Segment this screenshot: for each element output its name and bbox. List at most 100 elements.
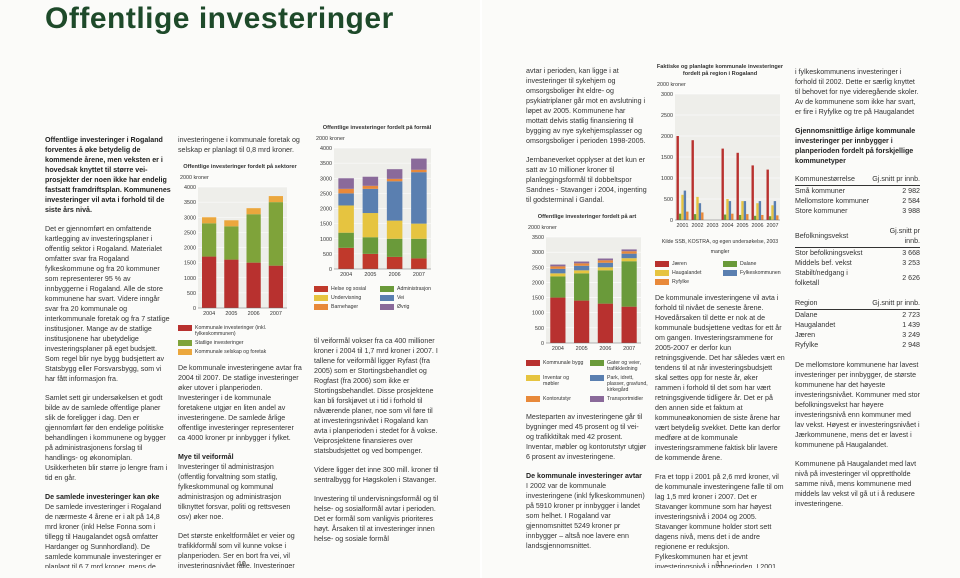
- y-tick-label: 3500: [532, 235, 544, 241]
- legend-item: Barnehager: [314, 304, 374, 310]
- cell: 2 948: [902, 341, 920, 349]
- legend: Kommunale bygg Gater og veier, trafikkled…: [526, 360, 648, 402]
- y-tick-label: 1000: [532, 311, 544, 317]
- legend-label: Inventar og møbler: [543, 375, 569, 387]
- chart-title: Offentlige investeringer fordelt på sekt…: [183, 164, 297, 170]
- bar: [771, 205, 774, 220]
- y-tick-label: 0: [541, 341, 544, 347]
- column: Offentlige investeringer i Rogaland forv…: [45, 135, 171, 568]
- x-tick-label: 2004: [340, 272, 352, 278]
- y-tick-label: 3000: [661, 92, 673, 98]
- paragraph: De mellomstore kommunene har lavest inve…: [795, 361, 920, 449]
- legend-swatch: [380, 295, 394, 301]
- table-row: Små kommuner 2 982: [795, 186, 920, 197]
- legend-swatch: [526, 360, 540, 366]
- chart-title: Offentlige investeringer fordelt på art: [537, 214, 637, 220]
- x-tick-label: 2006: [599, 346, 611, 352]
- bar: [768, 216, 772, 220]
- bar: [756, 203, 759, 220]
- y-tick-label: 0: [329, 267, 332, 273]
- legend-label: Dalane: [740, 261, 757, 267]
- legend-label: Barnehager: [331, 304, 359, 310]
- bar-segment: [621, 258, 637, 262]
- bar-segment: [411, 223, 427, 239]
- bar-segment: [411, 172, 427, 224]
- legend-swatch: [590, 360, 604, 366]
- bar: [728, 201, 732, 220]
- paragraph: avtar i perioden, kan ligge i at investe…: [526, 67, 646, 145]
- legend-item: Kommunale selskap og foretak: [178, 349, 302, 355]
- bar-segment: [597, 258, 613, 261]
- table-header: Region Gj.snitt pr innb.: [795, 298, 920, 310]
- legend-swatch: [314, 286, 328, 292]
- paragraph: De kommunale investeringene avtar fra 20…: [178, 364, 302, 442]
- table-row: Stabilt/nedgang i folketall 2 626: [795, 268, 920, 288]
- bar-segment: [597, 262, 613, 268]
- bar-segment: [268, 196, 283, 203]
- bar-segment: [362, 188, 379, 214]
- bar: [701, 212, 704, 220]
- bar: [696, 196, 699, 220]
- legend-swatch: [178, 340, 192, 346]
- table-header: Befolkningsvekst Gj.snitt pr innb.: [795, 226, 920, 248]
- bar-segment: [574, 300, 590, 343]
- cell: Stabilt/nedgang i folketall: [795, 269, 848, 287]
- legend-item: Haugalandet: [655, 270, 717, 276]
- legend-label: Haugalandet: [672, 270, 702, 276]
- legend-item: Administrasjon: [380, 286, 440, 292]
- header-cell: Gj.snitt pr innb.: [871, 174, 920, 186]
- chart: Offentlige investeringer fordelt på form…: [314, 125, 440, 310]
- bar: [751, 165, 754, 220]
- legend-label: Statlige investeringer: [195, 340, 244, 346]
- column: investeringene i kommunale foretak og se…: [178, 135, 302, 568]
- table-row: Dalane 2 723: [795, 310, 920, 321]
- legend-swatch: [526, 375, 540, 381]
- table: Befolkningsvekst Gj.snitt pr innb. Stor be…: [795, 226, 920, 288]
- y-tick-label: 2000: [320, 207, 332, 213]
- header-cell: Gj.snitt pr innb.: [873, 226, 920, 248]
- legend-label: Kontorutstyr: [543, 396, 571, 402]
- cell: Ryfylke: [795, 341, 819, 349]
- bar-segment: [338, 247, 354, 269]
- bar-segment: [621, 251, 637, 254]
- heading: De samlede investeringer kan øke: [45, 493, 160, 501]
- y-axis-label: 2000 kroner: [657, 82, 686, 88]
- bar: [683, 190, 687, 220]
- cell: Store kommuner: [795, 207, 848, 215]
- y-tick-label: 1500: [532, 296, 544, 302]
- page-number: 10: [238, 561, 246, 568]
- header-cell: Kommunestørrelse: [795, 174, 872, 186]
- y-axis-label: 2000 kroner: [316, 136, 345, 142]
- bar: [776, 215, 779, 220]
- y-tick-label: 2500: [661, 113, 673, 119]
- paragraph: Mesteparten av investeringene går til by…: [526, 413, 647, 461]
- y-tick-label: 2500: [320, 191, 332, 197]
- paragraph: I 2002 var de kommunale investeringene (…: [526, 482, 645, 550]
- chart-source: Kilde SSB, KOSTRA, og egen undersøkelse,…: [661, 239, 779, 255]
- bar-segment: [224, 226, 239, 260]
- legend-label: Kommunale bygg: [543, 360, 584, 366]
- legend-label: Park, idrett, plasser, gravlund, kirkegå…: [607, 375, 648, 393]
- bar: [686, 211, 689, 220]
- y-tick-label: 0: [670, 218, 673, 224]
- bar-segment: [386, 238, 403, 257]
- y-tick-label: 3500: [320, 161, 332, 167]
- cell: Stor befolkningsvekst: [795, 249, 863, 257]
- bar-segment: [550, 273, 566, 277]
- y-tick-label: 2000: [661, 134, 673, 140]
- y-tick-label: 1500: [184, 261, 196, 267]
- table-row: Store kommuner 3 988: [795, 206, 920, 216]
- plot: 2000 kroner 0 500 1000 1500 2000 2500 3000 3500 2…: [528, 225, 641, 352]
- y-tick-label: 0: [193, 306, 196, 312]
- bar-segment: [550, 268, 566, 274]
- legend-item: Park, idrett, plasser, gravlund, kirkegå…: [590, 375, 648, 393]
- bar-segment: [246, 214, 261, 263]
- bar-segment: [202, 223, 217, 257]
- bar-segment: [597, 303, 613, 343]
- x-tick-label: 2007: [413, 272, 425, 278]
- bar-segment: [386, 220, 403, 239]
- bar-segment: [411, 238, 427, 259]
- bar-segment: [202, 256, 217, 308]
- column: Offentlige investeringer fordelt på form…: [314, 125, 440, 568]
